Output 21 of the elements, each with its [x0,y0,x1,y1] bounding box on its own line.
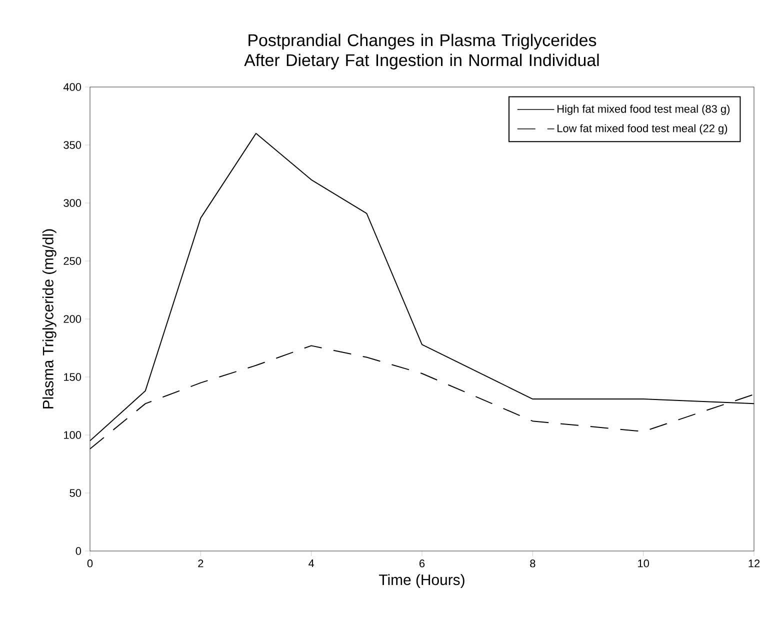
y-axis-title: Plasma Triglyceride (mg/dl) [42,229,56,408]
y-tick-label: 0 [76,547,82,555]
x-tick-label: 8 [530,560,536,568]
x-tick-label: 10 [638,560,649,568]
y-tick-label: 350 [64,141,82,149]
legend-label: Low fat mixed food test meal (22 g) [558,124,728,134]
y-tick-label: 200 [64,315,82,323]
y-tick-label: 150 [64,373,82,381]
x-tick-label: 6 [420,560,425,568]
x-tick-label: 0 [87,560,93,568]
y-tick-label: 100 [64,431,82,439]
x-tick-label: 2 [198,560,204,568]
x-tick-label: 4 [308,560,314,568]
y-tick-label: 250 [64,257,82,265]
y-tick-label: 50 [70,489,82,497]
x-axis-title: Time (Hours) [379,574,464,588]
x-tick-label: 12 [748,560,760,568]
y-tick-label: 400 [63,83,82,91]
chart-title: Postprandial Changes in Plasma Triglycerides After Dietary Fat Ingestion in Normal Individual [244,34,599,70]
legend-label: High fat mixed food test meal (83 g) [558,104,730,115]
y-tick-label: 300 [64,199,82,207]
